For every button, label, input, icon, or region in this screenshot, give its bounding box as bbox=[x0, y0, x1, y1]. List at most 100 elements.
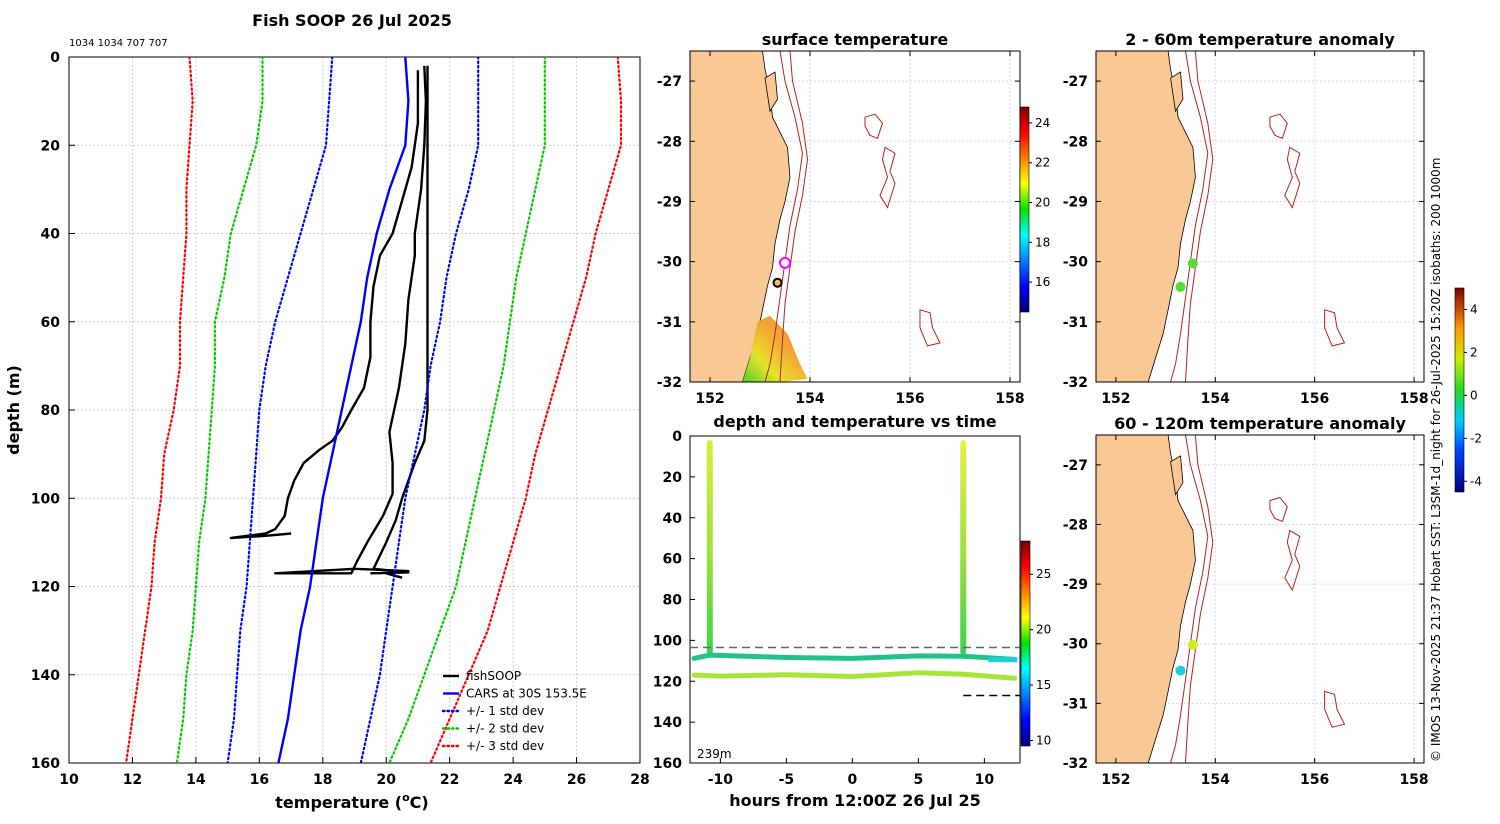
isobath-line bbox=[1170, 435, 1209, 763]
map-ytick-label: -27 bbox=[1063, 458, 1088, 474]
time-ytick-label: 20 bbox=[663, 470, 683, 486]
profile-xtick-label: 14 bbox=[186, 772, 206, 788]
profile-ytick-label: 20 bbox=[41, 138, 61, 154]
map-ytick-label: -27 bbox=[657, 74, 682, 90]
seamount-contour bbox=[1324, 690, 1346, 728]
map-ytick-label: -32 bbox=[1063, 375, 1088, 391]
profile-series--1-std-dev bbox=[226, 57, 334, 763]
station-marker bbox=[772, 277, 783, 288]
time-ytick-label: 100 bbox=[653, 633, 682, 649]
map-xtick-label: 154 bbox=[1201, 772, 1230, 788]
map-ytick-label: -29 bbox=[657, 194, 682, 210]
map-colorbar: -4 -2 0 2 4 bbox=[1454, 287, 1482, 493]
map-ytick-label: -32 bbox=[657, 375, 682, 391]
profile-xtick-label: 22 bbox=[440, 772, 459, 788]
profile-xtick-label: 18 bbox=[313, 772, 332, 788]
isobath-line bbox=[1170, 51, 1209, 382]
time-xlabel: hours from 12:00Z 26 Jul 25 bbox=[729, 791, 980, 810]
colorbar-tick-label: 25 bbox=[1036, 567, 1051, 581]
profile-legend: fishSOOP CARS at 30S 153.5E +/- 1 std dev +… bbox=[441, 669, 587, 753]
map-axes-box bbox=[1095, 434, 1425, 764]
colorbar-tick-label: 16 bbox=[1035, 275, 1050, 289]
map-content bbox=[690, 51, 1020, 382]
seamount-contour bbox=[1269, 497, 1288, 523]
map-content bbox=[1096, 435, 1424, 763]
anomaly-60-120m-map: 60 - 120m temperature anomaly -27 -28 -29 -3… bbox=[1063, 414, 1429, 788]
time-xtick-label: 10 bbox=[975, 772, 995, 788]
map-xtick-label: 152 bbox=[1101, 391, 1130, 407]
profile-xtick-label: 24 bbox=[503, 772, 523, 788]
map-ytick-label: -29 bbox=[1063, 194, 1088, 210]
colorbar-tick-label: 22 bbox=[1035, 156, 1050, 170]
map-ytick-label: -31 bbox=[1063, 696, 1088, 712]
profile-counts-label: 1034 1034 707 707 bbox=[69, 38, 168, 49]
colorbar-ramp bbox=[1019, 106, 1030, 313]
colorbar-tick-label: 20 bbox=[1035, 196, 1050, 210]
legend-label: fishSOOP bbox=[466, 669, 521, 683]
depth-temperature-profile-chart: Fish SOOP 26 Jul 2025 1034 1034 707 707 … bbox=[4, 11, 650, 812]
station-marker bbox=[779, 256, 791, 269]
time-xtick-label: -10 bbox=[708, 772, 734, 788]
time-xtick-label: -5 bbox=[779, 772, 795, 788]
map-xtick-label: 152 bbox=[695, 391, 724, 407]
colorbar-tick-label: 18 bbox=[1035, 235, 1050, 249]
map-title: 2 - 60m temperature anomaly bbox=[1125, 30, 1395, 49]
profile-series-fishsoop bbox=[229, 70, 420, 540]
island bbox=[1170, 455, 1184, 496]
seamount-contour bbox=[919, 309, 941, 347]
sst-data-patch bbox=[742, 315, 808, 382]
isobath-line bbox=[779, 51, 809, 382]
seamount-contour bbox=[1269, 113, 1288, 139]
profile-title: Fish SOOP 26 Jul 2025 bbox=[252, 11, 452, 30]
profile-ytick-label: 120 bbox=[31, 580, 60, 596]
time-xtick-label: 5 bbox=[913, 772, 923, 788]
profile-ytick-label: 160 bbox=[31, 756, 60, 772]
map-xtick-label: 152 bbox=[1101, 772, 1130, 788]
map-ytick-label: -31 bbox=[657, 315, 682, 331]
profile-xtick-label: 28 bbox=[630, 772, 649, 788]
map-ytick-label: -27 bbox=[1063, 74, 1088, 90]
tow-track-tow_deep bbox=[691, 670, 1018, 681]
map-xtick-label: 158 bbox=[1399, 391, 1428, 407]
profile-cast-descent_1 bbox=[706, 440, 713, 655]
time-ytick-label: 160 bbox=[653, 756, 682, 772]
island bbox=[764, 71, 778, 113]
map-xtick-label: 154 bbox=[1201, 391, 1230, 407]
time-axes-box bbox=[689, 435, 1021, 764]
colorbar-tick-label: 4 bbox=[1470, 302, 1478, 316]
colorbar-tick-label: 0 bbox=[1470, 388, 1478, 402]
colorbar-tick-label: 15 bbox=[1036, 678, 1051, 692]
profile-cast-ascent_2 bbox=[960, 440, 967, 655]
surface-temperature-map: surface temperature -27 -28 -29 -30 -31 -32 152… bbox=[657, 30, 1051, 407]
profile-xtick-label: 12 bbox=[123, 772, 142, 788]
colorbar-ramp bbox=[1454, 287, 1465, 493]
profile-series--2-std-dev bbox=[388, 57, 546, 763]
profile-xlabel: temperature (oC) bbox=[275, 791, 428, 812]
colorbar-tick-label: -4 bbox=[1470, 474, 1482, 488]
profile-ytick-label: 60 bbox=[41, 315, 61, 331]
colorbar-tick-label: 10 bbox=[1036, 733, 1051, 747]
isobath-line bbox=[1185, 51, 1214, 382]
map-xtick-label: 156 bbox=[1300, 391, 1329, 407]
legend-label: +/- 3 std dev bbox=[466, 739, 544, 753]
map-xtick-label: 158 bbox=[1399, 772, 1428, 788]
seamount-contour bbox=[1284, 146, 1301, 209]
map-ytick-label: -32 bbox=[1063, 756, 1088, 772]
map-colorbar: 16 18 20 22 24 bbox=[1019, 106, 1050, 313]
station-marker bbox=[1175, 665, 1186, 676]
profile-ytick-label: 0 bbox=[50, 50, 60, 66]
map-ytick-label: -28 bbox=[657, 134, 682, 150]
map-ytick-label: -30 bbox=[1063, 637, 1089, 653]
colorbar-tick-label: -2 bbox=[1470, 431, 1482, 445]
map-ytick-label: -30 bbox=[657, 255, 683, 271]
time-depth-note: 239m bbox=[697, 747, 732, 761]
map-content bbox=[1096, 51, 1424, 382]
isobath-line bbox=[764, 51, 804, 382]
map-ytick-label: -28 bbox=[1063, 134, 1088, 150]
profile-xtick-label: 10 bbox=[59, 772, 79, 788]
depth-time-chart: depth and temperature vs time -10 -5 0 5 100… bbox=[653, 412, 1052, 810]
time-ytick-label: 60 bbox=[663, 552, 683, 568]
seamount-contour bbox=[1284, 529, 1301, 592]
credit-note: © IMOS 13-Nov-2025 21:37 Hobart SST: L3S… bbox=[1429, 158, 1443, 762]
